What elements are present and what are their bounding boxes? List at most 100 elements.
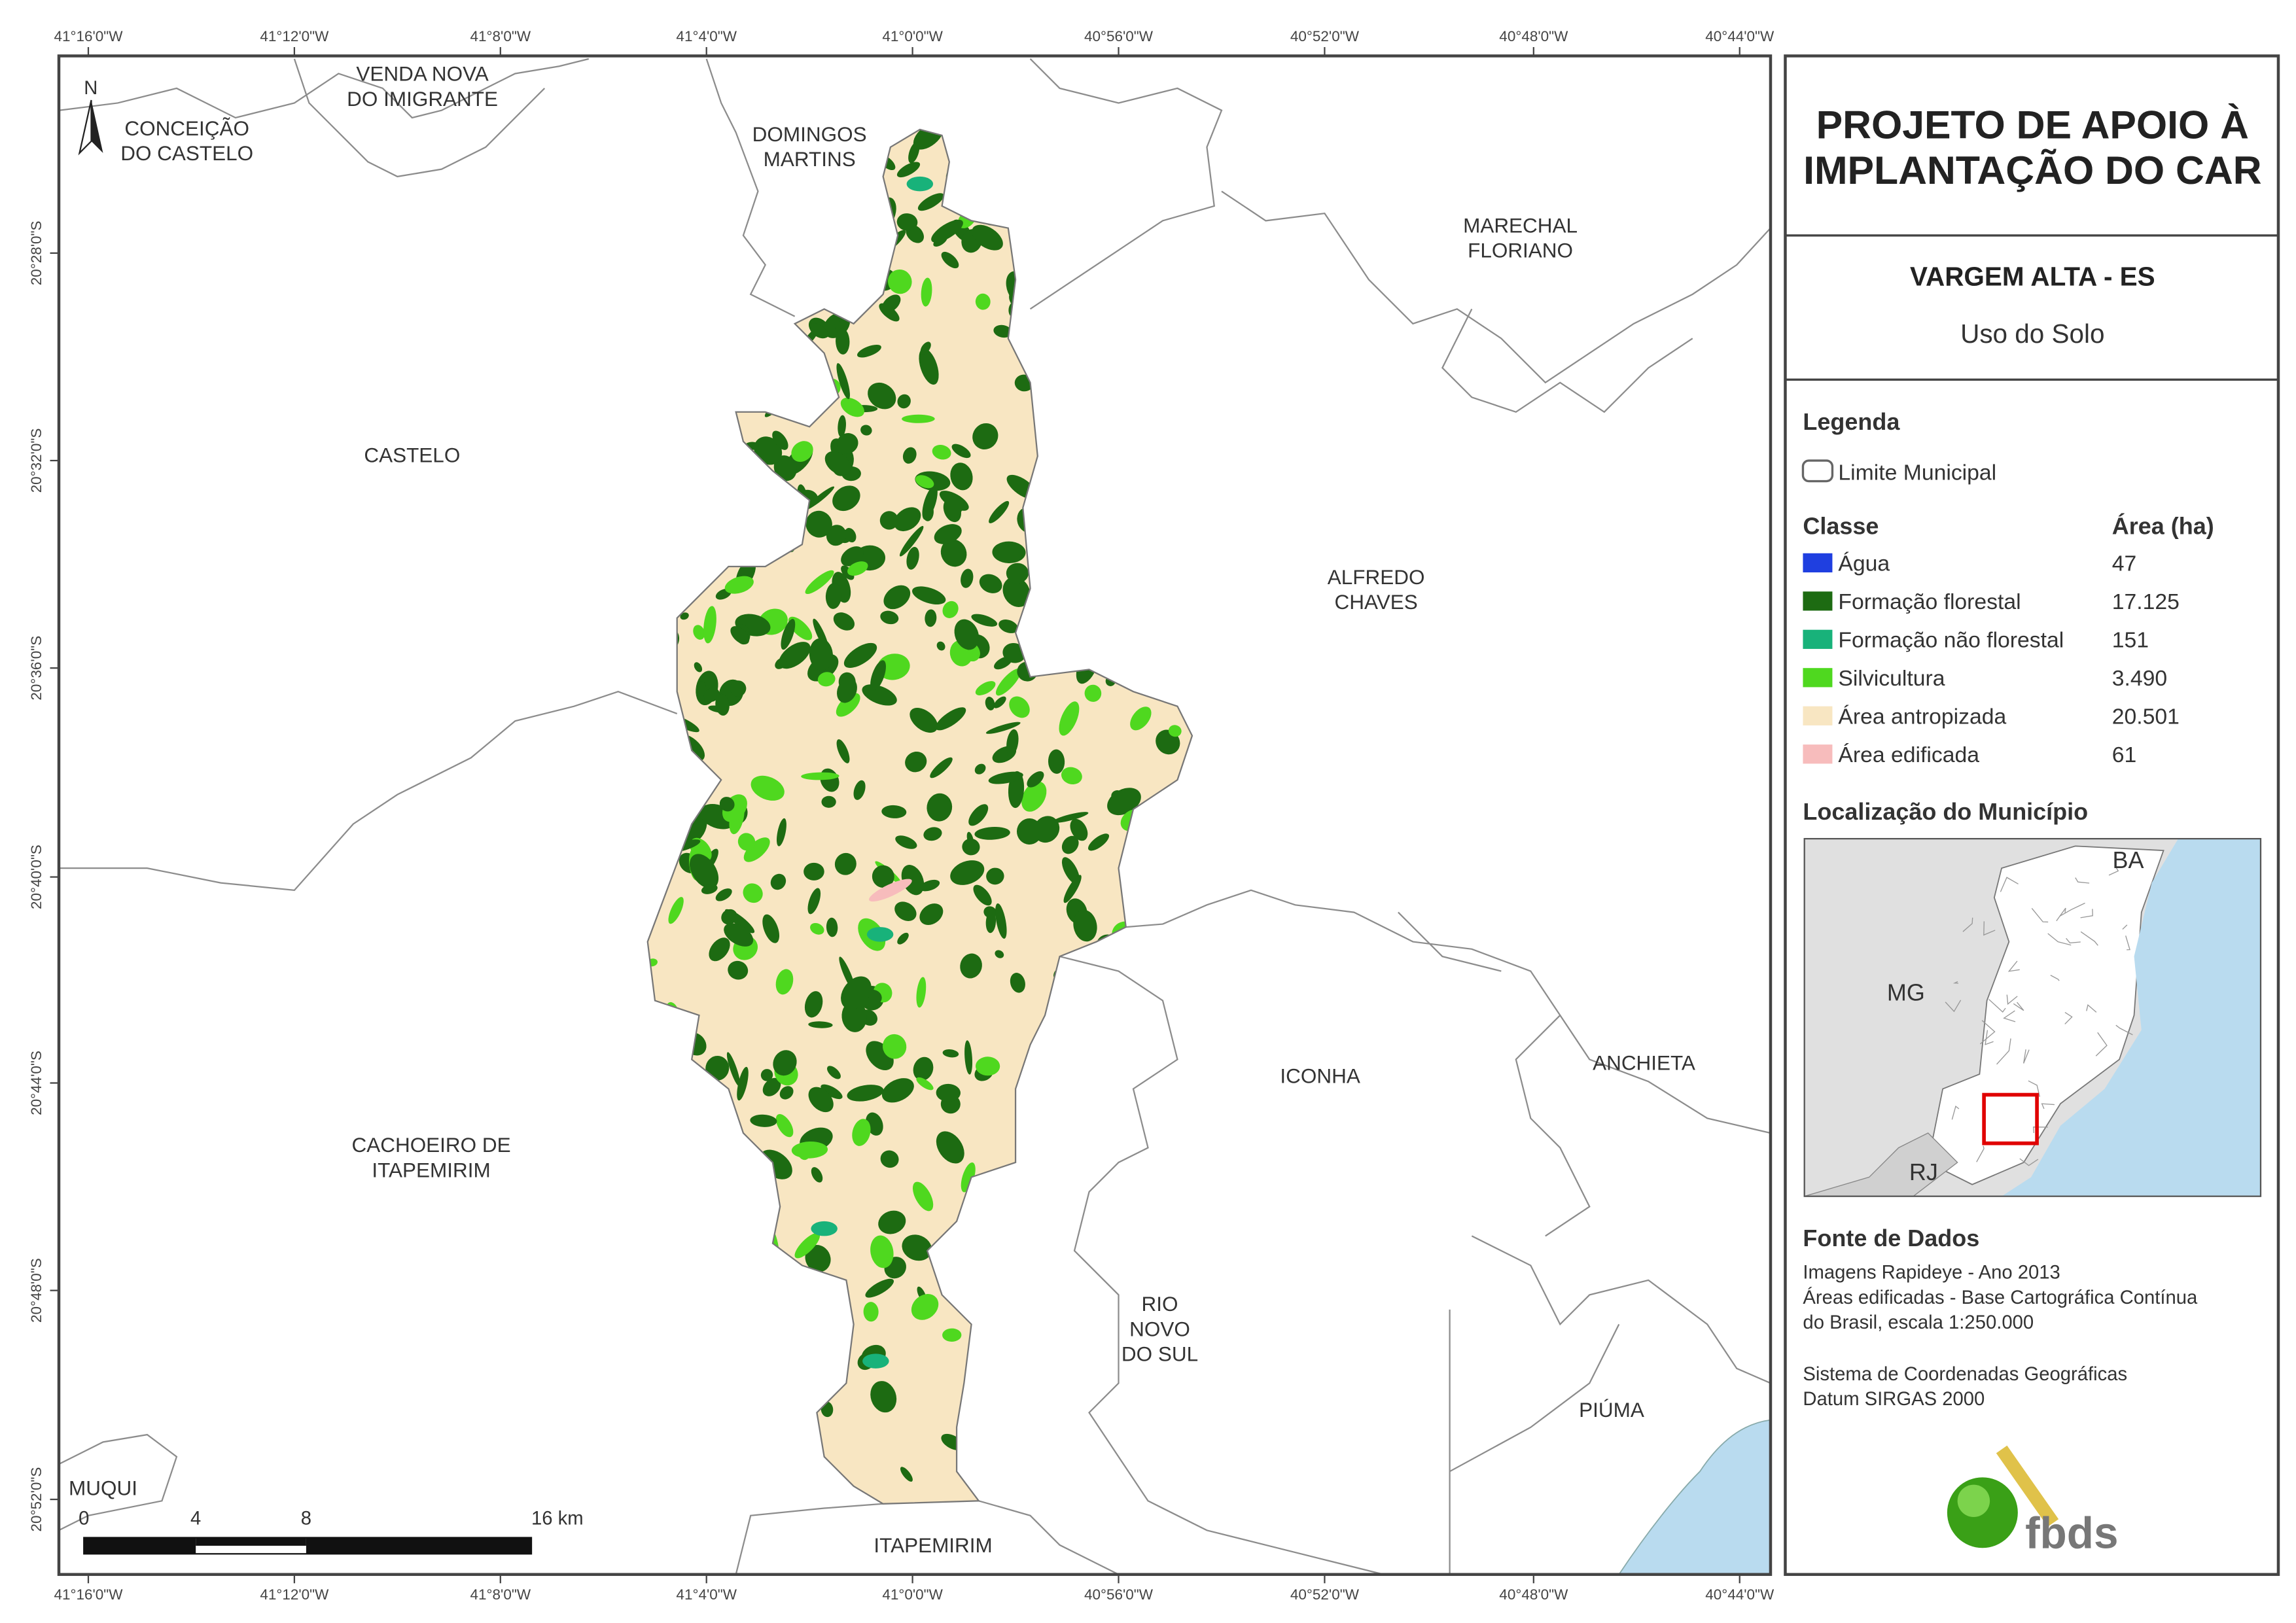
land-patch <box>807 888 821 915</box>
land-patch <box>865 1278 894 1298</box>
place-label: DOMINGOS <box>752 122 867 146</box>
longitude-label: 41°0'0"W <box>882 1586 943 1603</box>
land-patch <box>1070 818 1088 841</box>
source-line: do Brasil, escala 1:250.000 <box>1803 1312 2034 1333</box>
land-patch <box>838 415 846 438</box>
land-patch <box>906 176 934 192</box>
land-patch <box>1006 729 1019 756</box>
inset-sea <box>2002 839 2261 1196</box>
land-patch <box>853 780 866 800</box>
class-name: Formação florestal <box>1838 589 2021 614</box>
longitude-label: 41°16'0"W <box>54 28 123 44</box>
land-patch <box>847 1085 884 1102</box>
longitude-label: 41°12'0"W <box>260 1586 329 1603</box>
legend-classes: Água 47 Formação florestal 17.125 Formação n… <box>1803 551 2180 767</box>
source-line: Áreas edificadas - Base Cartográfica Con… <box>1803 1287 2198 1308</box>
latitude-label: 20°36'0"S <box>28 636 44 701</box>
land-patch <box>791 1141 828 1159</box>
class-swatch <box>1803 591 1833 611</box>
land-patch <box>902 414 935 423</box>
land-patch <box>750 1114 777 1127</box>
inset-boundary <box>1979 1020 1996 1045</box>
land-patch <box>841 546 864 567</box>
land-patch <box>923 827 942 841</box>
class-area: 151 <box>2112 628 2149 653</box>
land-patch <box>777 818 786 846</box>
inset-boundary <box>1996 1038 2011 1065</box>
land-patch <box>841 565 855 580</box>
theme: Uso do Solo <box>1960 319 2104 349</box>
land-patch <box>775 1114 794 1138</box>
municipal-boundary <box>1449 1323 1620 1473</box>
land-patch <box>690 854 719 889</box>
place-label: DO SUL <box>1122 1342 1198 1366</box>
land-patch <box>811 1167 823 1183</box>
class-swatch <box>1803 744 1833 764</box>
land-patch <box>804 862 824 881</box>
land-patch <box>836 328 850 355</box>
municipal-boundary <box>1398 911 1502 972</box>
land-patch <box>910 707 938 733</box>
inset-boundary <box>2047 933 2072 946</box>
municipal-boundary <box>705 58 796 317</box>
land-patch <box>809 638 833 671</box>
inset-frame <box>1803 837 2262 1197</box>
land-patch <box>877 654 910 680</box>
longitude-label: 40°48'0"W <box>1499 28 1568 44</box>
longitude-label: 41°12'0"W <box>260 28 329 44</box>
land-patch <box>805 1245 831 1272</box>
inset-boundary <box>2125 935 2130 951</box>
land-patch <box>775 657 787 669</box>
land-patch <box>896 213 918 231</box>
land-patch <box>770 873 786 890</box>
land-patch <box>773 455 797 481</box>
land-patch <box>899 525 924 557</box>
land-patch <box>1009 696 1030 718</box>
longitude-label: 41°4'0"W <box>676 1586 737 1603</box>
place-label: PIÚMA <box>1579 1398 1644 1422</box>
class-name: Área edificada <box>1838 742 1979 767</box>
place-label: MUQUI <box>69 1476 137 1499</box>
land-patch <box>808 1087 834 1113</box>
place-label: CHAVES <box>1335 590 1418 614</box>
inset-boundary <box>2041 1103 2055 1109</box>
land-patch <box>919 903 944 925</box>
land-patch <box>979 574 1002 593</box>
inset-boundary <box>2000 877 2019 892</box>
inset-boundary <box>2095 1032 2108 1056</box>
place-label: DO IMIGRANTE <box>347 87 498 111</box>
place-label: ANCHIETA <box>1593 1051 1695 1074</box>
municipal-boundary <box>1471 1235 1771 1384</box>
inset-boundary <box>2003 1010 2016 1022</box>
longitude-label: 40°44'0"W <box>1705 28 1775 44</box>
land-patch <box>897 394 911 409</box>
land-patch <box>985 697 995 710</box>
land-patch <box>930 757 953 778</box>
land-patch <box>972 423 998 450</box>
logo: fbds <box>1947 1445 2119 1558</box>
land-patch <box>826 525 847 546</box>
land-patch <box>730 626 750 644</box>
municipal-boundary <box>293 58 546 178</box>
latitude-label: 20°32'0"S <box>28 428 44 493</box>
land-patch <box>870 1235 894 1268</box>
land-patch <box>808 1021 833 1028</box>
logo-bar <box>1996 1445 2059 1527</box>
land-patch <box>934 524 962 544</box>
land-patch <box>921 277 932 307</box>
land-patch <box>901 865 925 896</box>
land-patch <box>951 444 971 459</box>
land-patch <box>821 1084 843 1100</box>
land-patch <box>915 475 934 489</box>
north-label: N <box>84 78 97 99</box>
logo-text: fbds <box>2025 1509 2118 1558</box>
location-heading: Localização do Município <box>1803 798 2088 825</box>
land-patch <box>916 1077 934 1091</box>
land-patch <box>900 1467 913 1482</box>
land-patch <box>852 1119 871 1146</box>
place-label: ALFREDO <box>1328 565 1425 589</box>
land-patch <box>902 447 917 464</box>
inset-boundary <box>2122 924 2128 930</box>
class-area: 61 <box>2112 742 2137 767</box>
